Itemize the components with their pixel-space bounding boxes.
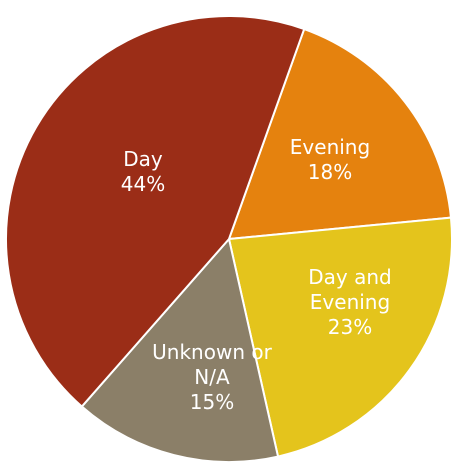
value-label: 44% [120,172,166,196]
category-label: Unknown or N/A [152,340,272,389]
pie-slice [227,27,453,241]
category-label: Day [123,147,163,171]
pie-slice [5,15,306,408]
slice-label: Day 44% [78,147,208,197]
category-label: Day and Evening [308,265,392,314]
slice-label: Evening 18% [265,135,395,185]
slice-label: Unknown or N/A 15% [147,340,277,415]
slice-label: Day and Evening 23% [285,265,415,340]
pie-slice [227,216,453,458]
value-label: 23% [327,315,373,339]
value-label: 18% [307,160,353,184]
category-label: Evening [289,135,371,159]
pie-slice [80,236,280,463]
value-label: 15% [189,390,235,414]
